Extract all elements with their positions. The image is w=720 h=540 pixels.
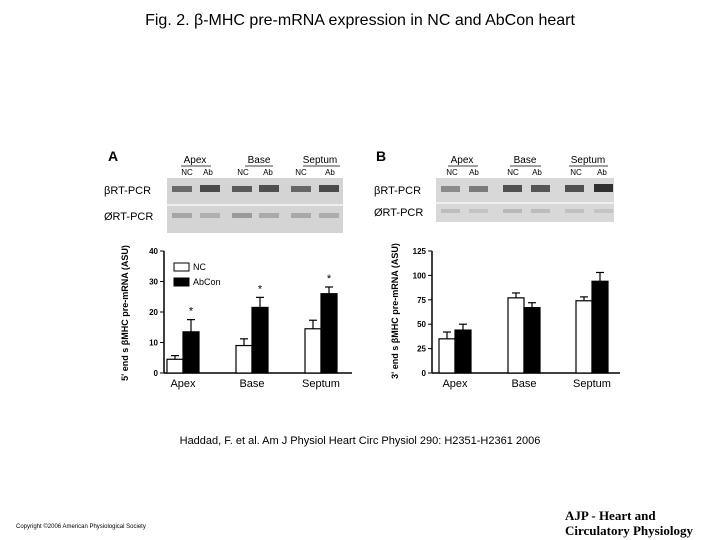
panel-b-letter: B <box>376 148 386 164</box>
gel-b-bands-bottom <box>441 209 613 213</box>
chart-b-bar-NC-Base <box>507 297 525 374</box>
gel-b-row-beta: βRT-PCR <box>374 185 421 197</box>
gel-b-group-apex: Apex <box>451 155 474 166</box>
journal-logo-line2: Circulatory Physiology <box>565 523 693 538</box>
gel-a-lane-nc-2: NC <box>237 168 249 177</box>
chart-a-bar-AbCon-Septum <box>320 293 338 374</box>
gel-a-lane-ab-3: Ab <box>325 168 335 177</box>
gel-a-lane-ab-1: Ab <box>203 168 213 177</box>
copyright: Copyright ©2006 American Physiological S… <box>16 524 146 530</box>
panel-a-gel: A Apex Base Septum NC Ab NC Ab NC Ab βRT… <box>104 148 343 233</box>
chart-b-xtick-Apex: Apex <box>442 378 468 390</box>
legend-nc-swatch <box>173 262 190 272</box>
citation: Haddad, F. et al. Am J Physiol Heart Cir… <box>179 435 541 447</box>
chart-b-ytick-label-4: 100 <box>413 271 427 280</box>
gel-b-lane-ab-3: Ab <box>597 168 607 177</box>
chart-a-sig-Apex: * <box>189 306 194 318</box>
gel-b-lane-ab-1: Ab <box>469 168 479 177</box>
gel-b-lane-ab-2: Ab <box>532 168 542 177</box>
gel-b-row-phi: ØRT-PCR <box>374 207 423 219</box>
chart-b-xtick-Septum: Septum <box>573 378 611 390</box>
chart-a-bar-AbCon-Base <box>251 306 269 374</box>
chart-b-ytick-label-3: 75 <box>417 296 426 305</box>
gel-b-group-septum: Septum <box>571 155 605 166</box>
chart-b-bar-AbCon-Base <box>523 307 541 374</box>
chart-a-xtick-Base: Base <box>239 378 264 390</box>
gel-a-row-beta: βRT-PCR <box>104 185 151 197</box>
chart-a-xtick-Septum: Septum <box>302 378 340 390</box>
chart-a-bar-NC-Septum <box>304 328 322 374</box>
gel-b-lane-nc-1: NC <box>446 168 458 177</box>
journal-logo-line1: AJP - Heart and <box>565 508 656 523</box>
chart-b-ytick-label-1: 25 <box>417 345 426 354</box>
chart-a-sig-Septum: * <box>327 273 332 285</box>
chart-b-ytick-label-0: 0 <box>422 369 427 378</box>
gel-a-lane-ab-2: Ab <box>263 168 273 177</box>
gel-b-bands-top <box>441 184 613 192</box>
chart-b-bar-AbCon-Apex <box>454 329 472 374</box>
figure-title: Fig. 2. β-MHC pre-mRNA expression in NC … <box>145 12 575 29</box>
legend-abcon-swatch <box>173 277 190 287</box>
gel-b-group-base: Base <box>514 155 537 166</box>
chart-a-ytick-label-1: 10 <box>149 339 158 348</box>
chart-a-bar-NC-Base <box>235 344 253 374</box>
legend-abcon-label: AbCon <box>193 277 221 287</box>
gel-b-lane-nc-2: NC <box>507 168 519 177</box>
chart-a: 5' end s βMHC pre-mRNA (ASU) NC AbCon 0 1… <box>120 245 352 390</box>
gel-a-bands-bottom <box>172 213 339 218</box>
gel-a-bands-top <box>172 185 339 192</box>
chart-b-xtick-Base: Base <box>511 378 536 390</box>
journal-logo: AJP - Heart and Circulatory Physiology <box>565 508 693 538</box>
gel-a-group-apex: Apex <box>184 155 207 166</box>
gel-a-lane-nc-3: NC <box>295 168 307 177</box>
chart-a-ytick-label-0: 0 <box>154 369 159 378</box>
legend-nc-label: NC <box>193 262 206 272</box>
chart-a-sig-Base: * <box>258 283 263 295</box>
chart-a-ytick-label-3: 30 <box>149 278 158 287</box>
chart-a-bar-AbCon-Apex <box>182 331 200 374</box>
chart-b-ytick-label-2: 50 <box>417 320 426 329</box>
panel-b-gel: B Apex Base Septum NC Ab NC Ab NC Ab βRT… <box>374 148 614 222</box>
gel-a-group-base: Base <box>248 155 271 166</box>
chart-a-ylabel: 5' end s βMHC pre-mRNA (ASU) <box>120 245 130 381</box>
gel-a-row-phi: ØRT-PCR <box>104 211 153 223</box>
chart-b-bar-NC-Septum <box>575 300 593 374</box>
gel-a-group-septum: Septum <box>303 155 337 166</box>
gel-b-image <box>436 178 614 222</box>
gel-b-lane-nc-3: NC <box>570 168 582 177</box>
chart-b-bar-AbCon-Septum <box>591 280 609 374</box>
chart-b-ylabel: 3' end s βMHC pre-mRNA (ASU) <box>390 243 400 379</box>
chart-b-bar-NC-Apex <box>438 338 456 374</box>
gel-a-lane-nc-1: NC <box>181 168 193 177</box>
chart-a-xtick-Apex: Apex <box>170 378 196 390</box>
panel-a-letter: A <box>108 148 118 164</box>
chart-a-bar-NC-Apex <box>166 358 184 374</box>
chart-b-ytick-label-5: 125 <box>413 247 427 256</box>
chart-b: 3' end s βMHC pre-mRNA (ASU) 0 25 50 75 100 1… <box>390 243 620 390</box>
chart-a-ytick-label-4: 40 <box>149 247 158 256</box>
chart-a-ytick-label-2: 20 <box>149 308 158 317</box>
